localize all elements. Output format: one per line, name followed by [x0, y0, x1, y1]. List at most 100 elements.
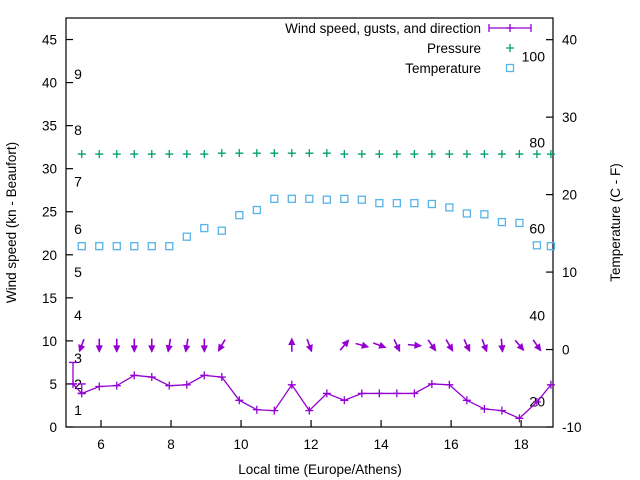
x-tick-label: 16	[444, 437, 459, 452]
wind-direction-arrow-head	[113, 345, 121, 353]
pressure-point	[546, 150, 555, 159]
fahrenheit-label: 80	[529, 135, 545, 151]
wind-speed-point	[147, 373, 156, 382]
temperature-point	[392, 198, 402, 208]
y-tick-label: 0	[49, 420, 57, 435]
pressure-point	[217, 149, 226, 158]
wind-speed-point	[546, 380, 555, 389]
y-tick-label: 20	[42, 248, 57, 263]
pressure-point	[427, 150, 436, 159]
beaufort-label: 5	[74, 264, 82, 280]
pressure-point	[532, 150, 541, 159]
temperature-point	[130, 242, 139, 251]
wind-direction-arrow-head	[341, 339, 350, 348]
wind-direction-arrow-head	[463, 343, 471, 353]
x-tick-label: 10	[234, 437, 249, 452]
temperature-point	[546, 242, 556, 251]
beaufort-label: 7	[74, 174, 82, 190]
temperature-point	[497, 217, 507, 227]
x-tick-label: 18	[514, 437, 529, 452]
y2-tick-label: 40	[562, 33, 577, 48]
pressure-point	[375, 150, 384, 159]
temperature-point	[182, 232, 191, 241]
pressure-point	[462, 150, 471, 159]
wind-speed-point	[480, 404, 489, 413]
wind-speed-line	[72, 374, 552, 420]
wind-direction-arrow-head	[393, 343, 401, 353]
y2-tick-label: 30	[562, 110, 577, 125]
y-axis-title: Wind speed (kn - Beaufort)	[4, 142, 19, 303]
pressure-point	[480, 150, 489, 159]
pressure-point	[95, 150, 104, 159]
pressure-point	[357, 150, 366, 159]
temperature-point	[322, 195, 331, 204]
wind-gust-errorbar	[77, 383, 86, 395]
pressure-point	[322, 149, 331, 158]
wind-speed-point	[375, 389, 384, 398]
beaufort-label: 1	[74, 402, 82, 418]
beaufort-label: 9	[74, 66, 82, 82]
pressure-point	[235, 149, 244, 158]
beaufort-label: 4	[74, 307, 82, 323]
temperature-point	[95, 242, 104, 251]
temperature-point	[532, 241, 542, 250]
wind-speed-point	[357, 389, 366, 398]
pressure-point	[147, 150, 156, 159]
fahrenheit-label: 60	[529, 221, 545, 237]
wind-direction-arrow-head	[165, 344, 173, 353]
wind-direction-arrow-head	[481, 344, 488, 353]
y2-tick-label: 20	[562, 188, 577, 203]
beaufort-label: 6	[74, 221, 82, 237]
temperature-point	[480, 210, 489, 219]
pressure-point	[287, 149, 296, 158]
x-tick-label: 6	[97, 437, 105, 452]
y-tick-label: 30	[42, 162, 57, 177]
wind-speed-point	[340, 396, 349, 405]
wind-speed-point	[95, 382, 104, 391]
wind-speed-point	[392, 389, 401, 398]
pressure-point	[112, 150, 121, 159]
wind-speed-point	[305, 406, 314, 415]
pressure-point	[165, 150, 174, 159]
pressure-point	[515, 150, 524, 159]
temperature-point	[445, 203, 454, 212]
temperature-point	[357, 195, 366, 204]
wind-direction-arrow-head	[288, 337, 296, 346]
wind-direction-arrow-head	[534, 343, 542, 352]
temperature-point	[410, 198, 419, 208]
wind-speed-point	[165, 381, 174, 390]
wind-speed-point	[217, 373, 226, 382]
y2-tick-label: 0	[562, 343, 570, 358]
temperature-point	[112, 242, 121, 251]
pressure-point	[270, 149, 279, 158]
pressure-point	[340, 150, 349, 159]
pressure-point	[252, 149, 261, 158]
temperature-point	[287, 194, 296, 203]
wind-direction-arrow-head	[446, 343, 454, 352]
temperature-point	[217, 226, 226, 235]
temperature-point	[252, 205, 261, 215]
wind-speed-point	[235, 396, 244, 405]
beaufort-label: 3	[74, 350, 82, 366]
pressure-point	[130, 150, 139, 159]
legend-swatch-caps-0	[488, 24, 532, 32]
temperature-point	[375, 198, 384, 208]
wind-speed-point	[497, 406, 506, 415]
wind-speed-point	[287, 380, 296, 389]
legend-swatch-marker-1	[506, 44, 514, 52]
wind-direction-arrow-head	[516, 342, 525, 352]
wind-speed-point	[252, 405, 261, 414]
wind-direction-arrow-head	[183, 344, 191, 353]
y-tick-label: 10	[42, 334, 57, 349]
temperature-point	[340, 194, 349, 203]
legend-label-0: Wind speed, gusts, and direction	[285, 21, 481, 36]
wind-direction-arrow-head	[217, 343, 225, 352]
fahrenheit-label: 100	[522, 49, 546, 65]
pressure-point	[305, 149, 314, 158]
y-tick-label: 35	[42, 119, 57, 134]
wind-speed-point	[445, 380, 454, 389]
y2-tick-label: 10	[562, 265, 577, 280]
wind-speed-point	[515, 414, 524, 423]
x-axis-title: Local time (Europe/Athens)	[238, 462, 402, 477]
legend-swatch-marker-0	[506, 24, 514, 32]
